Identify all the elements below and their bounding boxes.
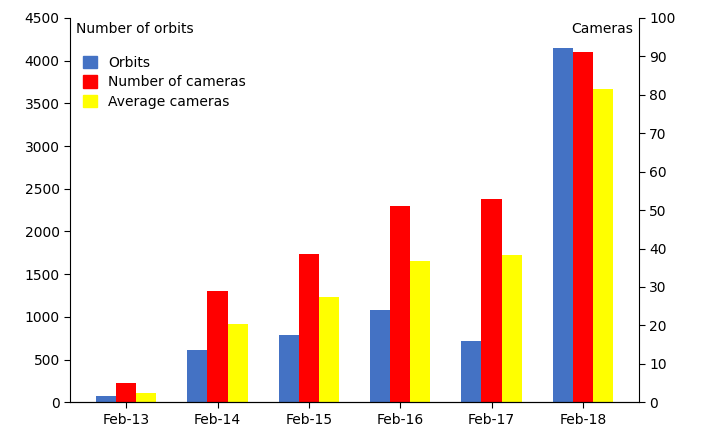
- Bar: [410, 261, 430, 402]
- Legend: Orbits, Number of cameras, Average cameras: Orbits, Number of cameras, Average camer…: [83, 55, 246, 109]
- Bar: [390, 206, 410, 402]
- Bar: [116, 383, 136, 402]
- Bar: [136, 393, 157, 402]
- Text: Number of orbits: Number of orbits: [76, 22, 194, 36]
- Bar: [227, 324, 248, 402]
- Bar: [593, 89, 613, 402]
- Bar: [187, 350, 208, 402]
- Bar: [208, 291, 227, 402]
- Bar: [552, 48, 573, 402]
- Bar: [461, 341, 482, 402]
- Bar: [501, 254, 522, 402]
- Bar: [299, 253, 319, 402]
- Bar: [279, 335, 299, 402]
- Bar: [319, 297, 339, 402]
- Bar: [573, 52, 593, 402]
- Text: Cameras: Cameras: [571, 22, 633, 36]
- Bar: [96, 396, 116, 402]
- Bar: [370, 311, 390, 402]
- Bar: [482, 199, 501, 402]
